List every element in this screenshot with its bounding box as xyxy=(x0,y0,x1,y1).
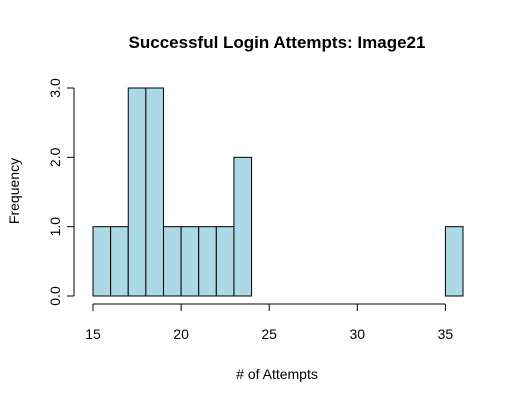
x-tick-label: 20 xyxy=(173,326,189,342)
y-axis: 0.0 1.0 2.0 3.0 xyxy=(47,78,75,306)
y-tick-label: 0.0 xyxy=(47,286,63,306)
x-axis-label: # of Attempts xyxy=(236,366,318,382)
x-tick-label: 25 xyxy=(261,326,277,342)
y-tick-label: 1.0 xyxy=(47,217,63,237)
histogram-bar-3 xyxy=(145,87,164,297)
x-tick-label: 35 xyxy=(438,326,454,342)
histogram-bar-5 xyxy=(180,226,200,297)
histogram-bar-1 xyxy=(110,226,129,297)
y-tick-label: 2.0 xyxy=(47,147,63,167)
histogram-bar-0 xyxy=(92,226,112,297)
histogram-bar-6 xyxy=(198,226,217,297)
x-tick-label: 15 xyxy=(85,326,101,342)
histogram-bar-8 xyxy=(233,156,253,297)
histogram-bar-20 xyxy=(444,226,464,297)
chart-title: Successful Login Attempts: Image21 xyxy=(129,33,426,52)
y-tick-label: 3.0 xyxy=(47,78,63,98)
histogram-bar-4 xyxy=(162,226,182,297)
y-axis-label: Frequency xyxy=(6,158,22,224)
x-axis: 15 20 25 30 35 xyxy=(85,303,454,342)
histogram-bar-2 xyxy=(127,87,147,297)
histogram-bars xyxy=(92,87,464,297)
x-tick-label: 30 xyxy=(349,326,365,342)
histogram-bar-7 xyxy=(215,226,235,297)
